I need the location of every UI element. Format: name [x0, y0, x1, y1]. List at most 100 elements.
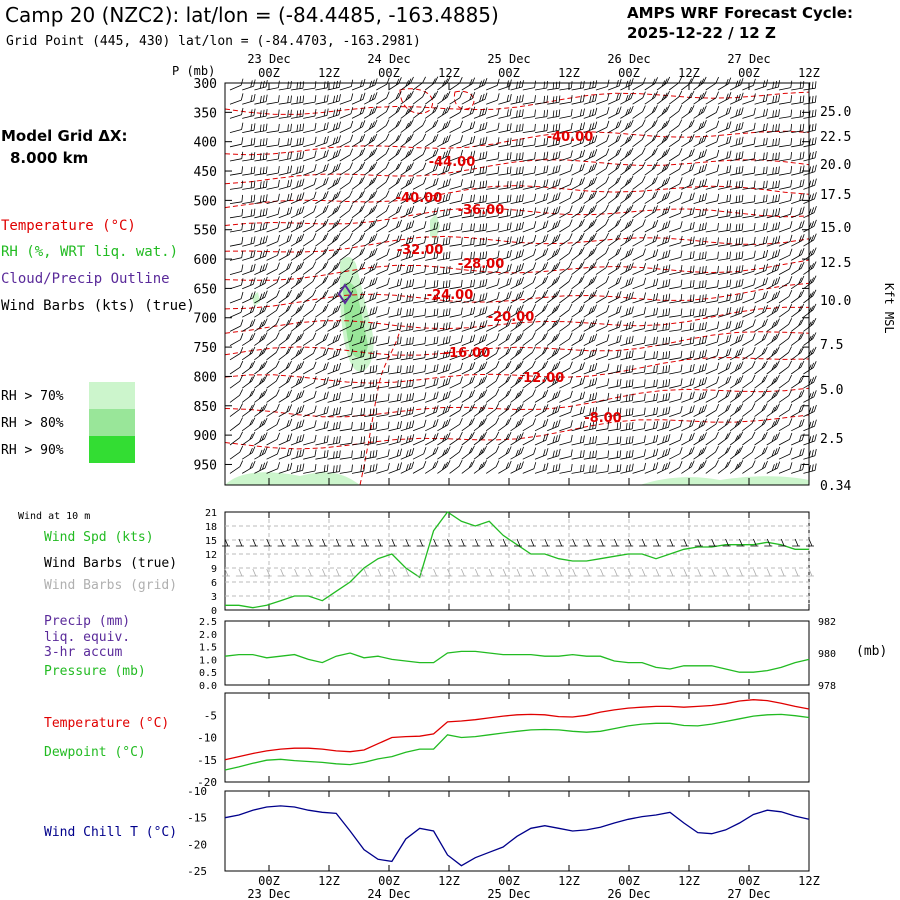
wind-barb [351, 305, 366, 318]
wind-barb [730, 292, 744, 304]
wind-barb [254, 432, 268, 446]
wind-barb [278, 389, 292, 403]
surface-wind-barb-grid [277, 568, 286, 577]
wind-barb [241, 403, 256, 417]
surface-wind-barb-true [249, 538, 258, 547]
wind-barb [339, 247, 353, 261]
wind-y-tick: 21 [205, 508, 217, 519]
wind-barb [363, 233, 378, 247]
wind-barb [241, 318, 256, 332]
wind-barb [730, 278, 744, 290]
wind-barb [473, 194, 488, 204]
wind-barb [522, 360, 536, 375]
wind-barb [290, 463, 305, 474]
wind-barb [766, 262, 781, 275]
wind-barb [425, 308, 439, 318]
wind-barb [486, 236, 500, 247]
wind-barb [669, 378, 683, 389]
wind-barb [522, 432, 537, 446]
wind-barb [303, 109, 317, 119]
wind-y-tick: 9 [211, 564, 217, 575]
wind-barb [254, 221, 268, 233]
height-tick: 2.5 [820, 432, 843, 447]
wind-barb [510, 461, 524, 474]
wind-barb [778, 462, 793, 474]
wind-barb [498, 318, 512, 332]
pressure-tick: 400 [194, 136, 217, 151]
wind-barb [339, 148, 353, 162]
wind-barb [303, 122, 317, 133]
wind-barb [266, 332, 280, 346]
wind-barb [303, 95, 317, 105]
wind-barb [668, 76, 683, 91]
wind-barb [485, 347, 500, 361]
wind-barb [327, 107, 341, 119]
wind-barb [425, 192, 439, 204]
wind-barb [473, 333, 488, 346]
date-label-bottom: 23 Dec [247, 887, 290, 900]
wind-barb [303, 449, 317, 460]
temperature-contour [224, 159, 810, 185]
wind-barb [303, 420, 317, 432]
rh-swatch [89, 409, 135, 436]
wind-barb [522, 462, 537, 474]
wind-barb [620, 449, 634, 460]
wind-barb [449, 348, 463, 361]
time-tick-top: 00Z [618, 66, 640, 80]
wind-barb [266, 234, 280, 247]
wind-barb [693, 460, 707, 474]
surface-wind-barb-grid [778, 568, 787, 577]
surface-wind-barb-grid [347, 568, 356, 577]
wind-barb [400, 392, 414, 403]
wind-barb [449, 164, 463, 176]
wind-barb [730, 107, 744, 119]
wind-barb [742, 347, 756, 361]
wind-barb [534, 275, 549, 290]
wind-barb [327, 162, 341, 176]
rh-bin-label: RH > 70% [1, 389, 64, 404]
wind-barb [742, 208, 756, 219]
wind-barb [595, 107, 610, 119]
surface-wind-barb-grid [235, 568, 244, 577]
wind-barb [473, 251, 488, 261]
wind-barb [571, 204, 585, 219]
wind-barb [242, 94, 256, 105]
wind-barb [424, 134, 439, 148]
wind-barb [583, 135, 598, 148]
wind-barb [425, 322, 439, 332]
surface-wind-barb-true [806, 538, 814, 547]
wind-barb [766, 152, 780, 162]
wind-barb [620, 364, 634, 375]
wind-barb [486, 319, 500, 332]
wind-barb [607, 232, 622, 247]
wind-barb [254, 276, 268, 290]
wind-barb [620, 147, 634, 162]
wind-barb [766, 432, 780, 446]
wind-barb [449, 321, 463, 332]
wind-barb [437, 149, 451, 162]
wind-barb [412, 447, 427, 460]
wind-barb [778, 234, 793, 247]
wind-barb [254, 290, 268, 304]
wind-barb [705, 417, 719, 432]
surface-wind-barb-grid [680, 568, 689, 577]
wind-barb [473, 347, 488, 361]
wind-barb [583, 176, 597, 190]
wind-barb [412, 279, 427, 290]
wind-barb [547, 404, 561, 417]
surface-wind-barb-grid [736, 568, 745, 577]
wind-barb [473, 417, 487, 432]
wind-barb [351, 106, 366, 119]
wind-barb [729, 460, 744, 474]
wind-barb [363, 247, 378, 261]
wind-barb [583, 148, 598, 162]
wind-barb [681, 432, 695, 446]
wind-barb [425, 350, 439, 361]
wind-barb [351, 261, 366, 275]
wind-barb [498, 250, 512, 261]
wind-barb [742, 151, 756, 162]
date-label-bottom: 25 Dec [487, 887, 530, 900]
wind-barb [242, 263, 256, 275]
wind-barb [266, 80, 280, 91]
